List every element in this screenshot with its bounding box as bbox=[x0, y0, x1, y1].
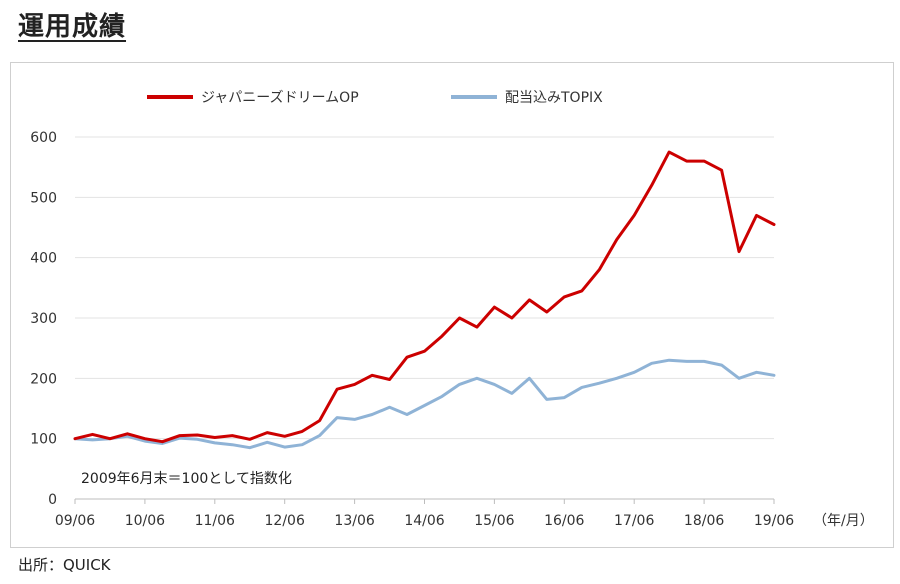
x-unit-label: （年/月） bbox=[813, 513, 874, 529]
legend-label: 配当込みTOPIX bbox=[505, 90, 603, 106]
chart-frame: 0 100 200 300 400 500 600 09/06 10/06 11/06 12/06… bbox=[10, 62, 894, 548]
y-tick-label: 0 bbox=[48, 492, 57, 508]
series-lines bbox=[73, 150, 776, 450]
y-tick-label: 200 bbox=[30, 371, 57, 387]
x-tick-label: 19/06 bbox=[754, 513, 794, 529]
x-tick-label: 11/06 bbox=[195, 513, 235, 529]
x-tick-label: 14/06 bbox=[404, 513, 444, 529]
y-tick-label: 100 bbox=[30, 432, 57, 448]
y-tick-label: 600 bbox=[30, 130, 57, 146]
x-tick-label: 15/06 bbox=[474, 513, 514, 529]
series-line-ジャパニーズドリームOP bbox=[73, 150, 776, 444]
y-tick-label: 500 bbox=[30, 190, 57, 206]
legend: ジャパニーズドリームOP 配当込みTOPIX bbox=[147, 90, 603, 106]
legend-label: ジャパニーズドリームOP bbox=[201, 90, 359, 106]
x-tick-label: 10/06 bbox=[125, 513, 165, 529]
x-tick-label: 12/06 bbox=[265, 513, 305, 529]
source-label: 出所：QUICK bbox=[18, 556, 111, 574]
chart-note: 2009年6月末＝100として指数化 bbox=[81, 471, 292, 487]
grid-lines bbox=[75, 136, 774, 500]
series-line-配当込みTOPIX bbox=[73, 358, 776, 450]
y-tick-label: 400 bbox=[30, 251, 57, 267]
x-tick-label: 13/06 bbox=[334, 513, 374, 529]
y-tick-label: 300 bbox=[30, 311, 57, 327]
page-title: 運用成績 bbox=[18, 12, 127, 42]
line-chart: 0 100 200 300 400 500 600 09/06 10/06 11/06 12/06… bbox=[30, 90, 874, 529]
x-tick-labels: 09/06 10/06 11/06 12/06 13/06 14/06 15/06 16/06… bbox=[55, 499, 794, 529]
x-tick-label: 17/06 bbox=[614, 513, 654, 529]
x-tick-label: 16/06 bbox=[544, 513, 584, 529]
x-tick-label: 09/06 bbox=[55, 513, 95, 529]
x-tick-label: 18/06 bbox=[684, 513, 724, 529]
y-tick-labels: 0 100 200 300 400 500 600 bbox=[30, 130, 57, 508]
